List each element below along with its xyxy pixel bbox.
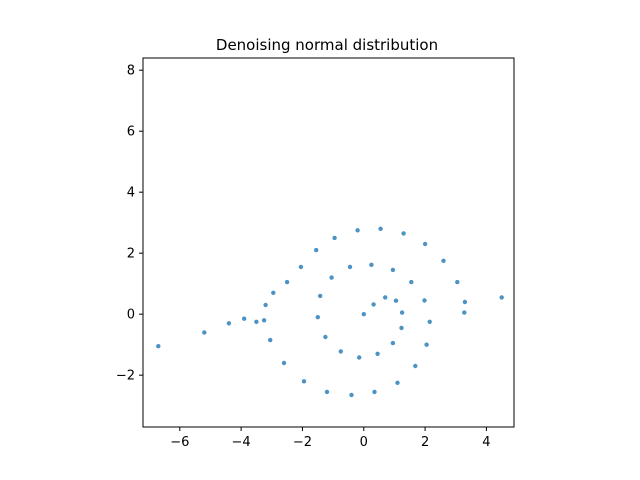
y-tick-label: 4 [127,186,135,201]
x-tick-label: −2 [293,435,312,450]
scatter-point [393,298,399,303]
scatter-point [315,315,320,320]
scatter-point [156,344,161,349]
scatter-point [268,337,273,343]
scatter-point [314,247,319,253]
scatter-point [263,302,268,308]
scatter-point [347,264,353,270]
scatter-point [271,290,276,295]
scatter-point [409,279,414,285]
scatter-point [318,293,323,299]
scatter-point [399,325,404,331]
scatter-point [462,299,468,305]
scatter-point [372,389,377,395]
scatter-point [427,319,432,324]
y-tick-label: 0 [127,308,135,323]
scatter-point [329,275,334,280]
scatter-point [401,231,406,236]
scatter-point [323,334,328,340]
scatter-point [378,226,383,231]
scatter-point [455,279,460,285]
x-tick-label: 4 [482,435,490,450]
scatter-point [202,330,207,335]
scatter-point [355,228,360,233]
plot-frame [142,57,515,428]
scatter-point [390,267,396,273]
scatter-point [369,262,374,267]
y-tick-label: 8 [127,64,135,79]
x-tick-label: 0 [360,435,368,450]
y-tick-label: 6 [127,125,135,140]
scatter-point [413,363,418,369]
y-tick-label: 2 [127,247,135,262]
scatter-point [371,302,376,307]
scatter-point [281,360,287,366]
scatter-point [424,342,429,347]
scatter-point [375,351,380,356]
scatter-point [226,321,232,326]
y-axis: −2 0 2 4 6 8 [116,64,143,384]
y-tick-label: −2 [116,369,135,384]
x-tick-label: −6 [170,435,189,450]
scatter-point [338,349,343,354]
chart-title: Denoising normal distribution [216,36,438,54]
scatter-point [441,258,446,263]
scatter-point [361,312,366,317]
x-tick-label: −4 [232,435,251,450]
x-tick-label: 2 [421,435,429,450]
scatter-point [422,298,427,303]
scatter-points [156,226,504,398]
scatter-point [284,279,290,285]
scatter-point [390,340,396,346]
scatter-point [324,389,330,395]
scatter-point [462,310,467,315]
scatter-point [242,316,247,321]
scatter-point [254,319,259,324]
scatter-point [357,355,362,360]
scatter-point [261,318,267,323]
scatter-point [399,310,405,315]
scatter-point [349,392,354,398]
scatter-point [395,380,400,385]
scatter-point [298,264,304,270]
scatter-point [301,379,307,384]
scatter-point [422,241,428,247]
scatter-point [383,295,388,300]
x-axis: −6 −4 −2 0 2 4 [170,427,491,450]
scatter-point [499,295,504,300]
scatter-point [332,235,337,241]
